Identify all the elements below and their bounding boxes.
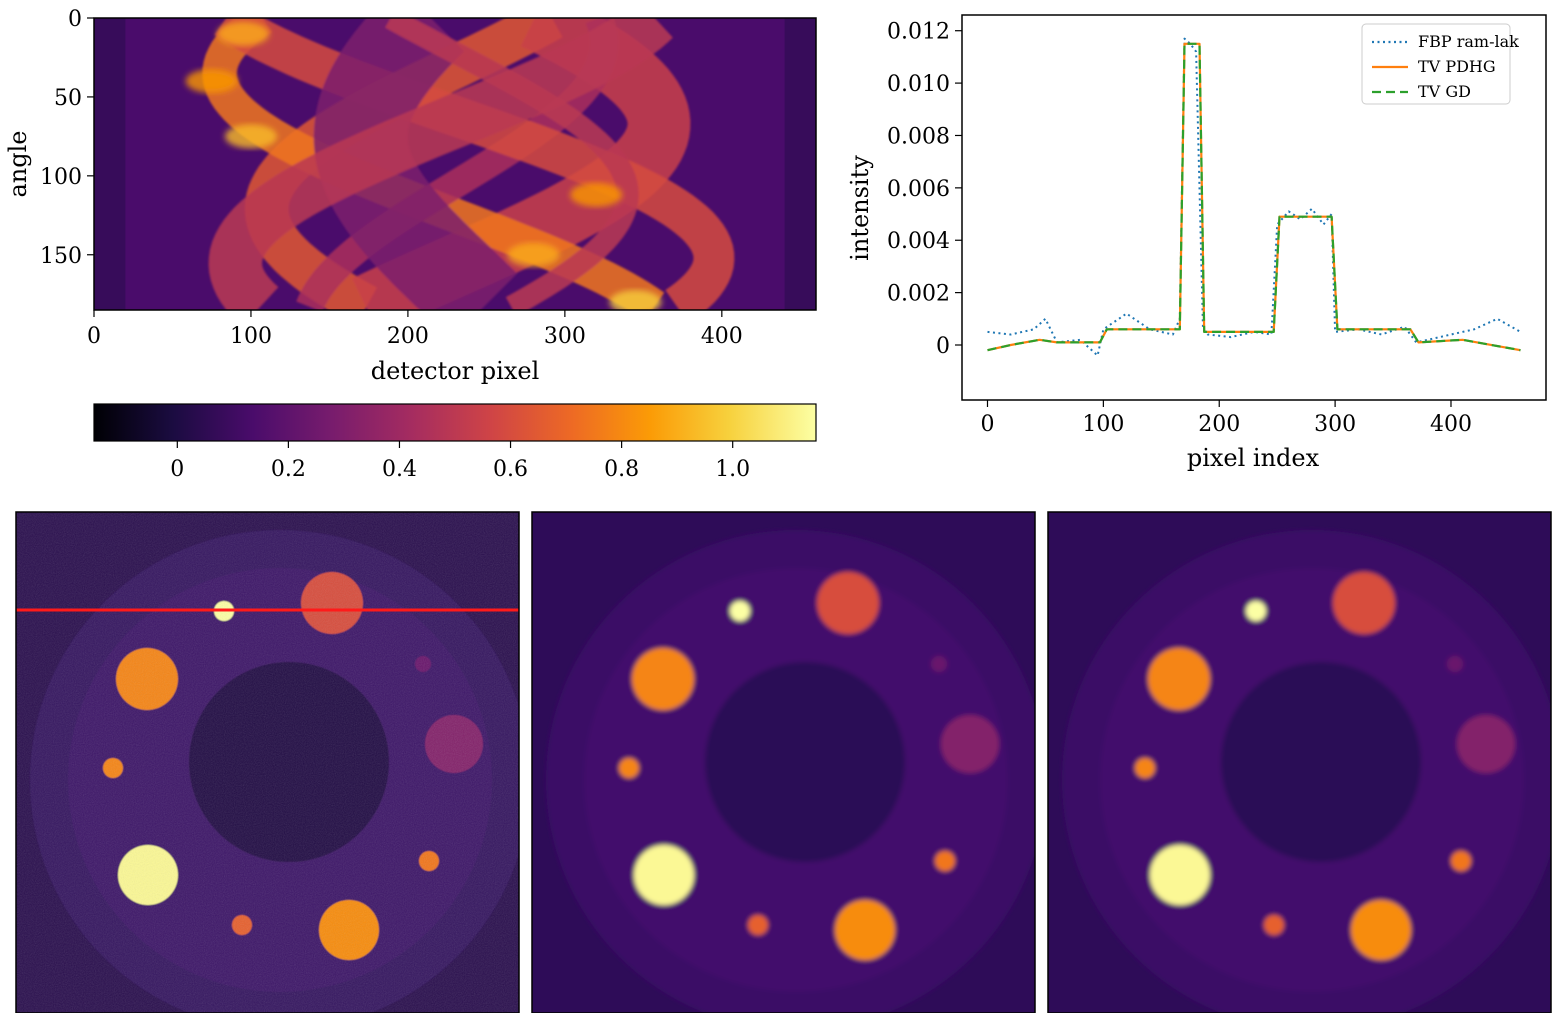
colorbar-tick-label: 1.0	[715, 457, 750, 482]
phantom-insert	[835, 900, 895, 960]
reconstruction-tv-gd	[1047, 511, 1552, 1013]
profile-x-tick-label: 0	[980, 412, 994, 437]
phantom-insert	[1135, 758, 1155, 778]
profile-x-ticks: 0 100 200 300 400	[980, 400, 1472, 437]
phantom-insert	[1148, 648, 1210, 710]
colorbar-gradient	[93, 403, 817, 442]
colorbar-tick-label: 0.8	[604, 457, 639, 482]
legend-box	[1361, 23, 1511, 105]
colorbar-tick-label: 0.6	[493, 457, 528, 482]
sinogram-xlabel: detector pixel	[371, 357, 540, 385]
profile-y-tick-label: 0.004	[887, 229, 950, 254]
recon-frame	[531, 511, 1036, 1013]
profile-chart: 0 100 200 300 400 0 0.002 0.004 0.006 0.008 0.010…	[846, 14, 1547, 472]
phantom-center-disk	[1221, 662, 1421, 862]
sinogram-panel: 0 100 200 300 400 0 50 100 150 detector pixel a…	[4, 7, 817, 385]
sinogram-hotspot	[185, 69, 238, 94]
sinogram-ylabel: angle	[4, 130, 32, 197]
profile-y-tick-label: 0.008	[887, 124, 950, 149]
phantom-insert	[1150, 845, 1210, 905]
phantom-insert	[632, 648, 694, 710]
reconstruction-fbp	[15, 511, 520, 1013]
phantom-insert	[941, 715, 999, 773]
sinogram-y-tick-label: 150	[40, 244, 82, 269]
sinogram-hotspot	[609, 290, 662, 310]
sinogram-hotspot	[570, 182, 623, 207]
phantom-insert	[1451, 851, 1471, 871]
profile-y-tick-label: 0	[936, 334, 950, 359]
sinogram-y-tick-label: 0	[68, 7, 82, 32]
sinogram-image	[94, 18, 816, 310]
profile-series	[987, 37, 1521, 357]
phantom-insert	[1333, 572, 1395, 634]
sinogram-x-tick-label: 300	[544, 324, 586, 349]
sinogram-y-tick-label: 50	[54, 86, 82, 111]
legend-label: TV GD	[1418, 82, 1471, 101]
sinogram-frame	[93, 17, 817, 311]
phantom-insert	[748, 915, 768, 935]
recon-noise	[16, 512, 519, 1013]
phantom-insert	[931, 656, 947, 672]
sinogram-x-tick-label: 100	[230, 324, 272, 349]
sinogram-x-tick-label: 400	[701, 324, 743, 349]
series-line-tv-gd	[987, 42, 1521, 352]
phantom-insert	[634, 845, 694, 905]
profile-legend: FBP ram-lak TV PDHG TV GD	[1361, 23, 1519, 105]
sinogram-hotspot	[224, 124, 277, 149]
phantom-center-disk	[705, 662, 905, 862]
sinogram-hotspot	[217, 21, 270, 46]
profile-y-ticks: 0 0.002 0.004 0.006 0.008 0.010 0.012	[887, 20, 962, 359]
profile-x-tick-label: 300	[1314, 412, 1356, 437]
phantom-insert	[619, 758, 639, 778]
legend-label: TV PDHG	[1418, 57, 1496, 76]
recon-frame	[15, 511, 520, 1013]
phantom-insert	[935, 851, 955, 871]
colorbar-ticks: 0 0.2 0.4 0.6 0.8 1.0	[170, 441, 750, 482]
colorbar-tick-label: 0.2	[271, 457, 306, 482]
sinogram-trace	[208, 18, 673, 310]
phantom-insert	[1447, 656, 1463, 672]
sinogram-y-tick-label: 100	[40, 165, 82, 190]
phantom-insert	[1351, 900, 1411, 960]
profile-ylabel: intensity	[846, 155, 874, 261]
phantom-insert	[1246, 601, 1266, 621]
phantom-insert	[730, 601, 750, 621]
phantom-insert	[817, 572, 879, 634]
profile-y-tick-label: 0.006	[887, 177, 950, 202]
sinogram-x-ticks: 0 100 200 300 400	[87, 310, 743, 349]
sinogram-x-tick-label: 0	[87, 324, 101, 349]
profile-x-tick-label: 100	[1082, 412, 1124, 437]
profile-x-tick-label: 200	[1198, 412, 1240, 437]
legend-label: FBP ram-lak	[1418, 32, 1519, 51]
phantom-insert	[1264, 915, 1284, 935]
profile-xlabel: pixel index	[1187, 444, 1320, 472]
colorbar: 0 0.2 0.4 0.6 0.8 1.0	[93, 403, 817, 482]
profile-x-tick-label: 400	[1430, 412, 1472, 437]
phantom-insert	[1457, 715, 1515, 773]
profile-y-tick-label: 0.010	[887, 72, 950, 97]
sinogram-hotspot	[507, 242, 560, 267]
colorbar-tick-label: 0	[170, 457, 184, 482]
colorbar-tick-label: 0.4	[382, 457, 417, 482]
profile-y-tick-label: 0.012	[887, 20, 950, 45]
reconstruction-tv-pdhg	[531, 511, 1036, 1013]
profile-y-tick-label: 0.002	[887, 282, 950, 307]
sinogram-y-ticks: 0 50 100 150	[40, 7, 94, 269]
sinogram-x-tick-label: 200	[387, 324, 429, 349]
sinogram-trace	[214, 18, 735, 310]
sinogram-trace	[385, 18, 639, 310]
recon-frame	[1047, 511, 1552, 1013]
